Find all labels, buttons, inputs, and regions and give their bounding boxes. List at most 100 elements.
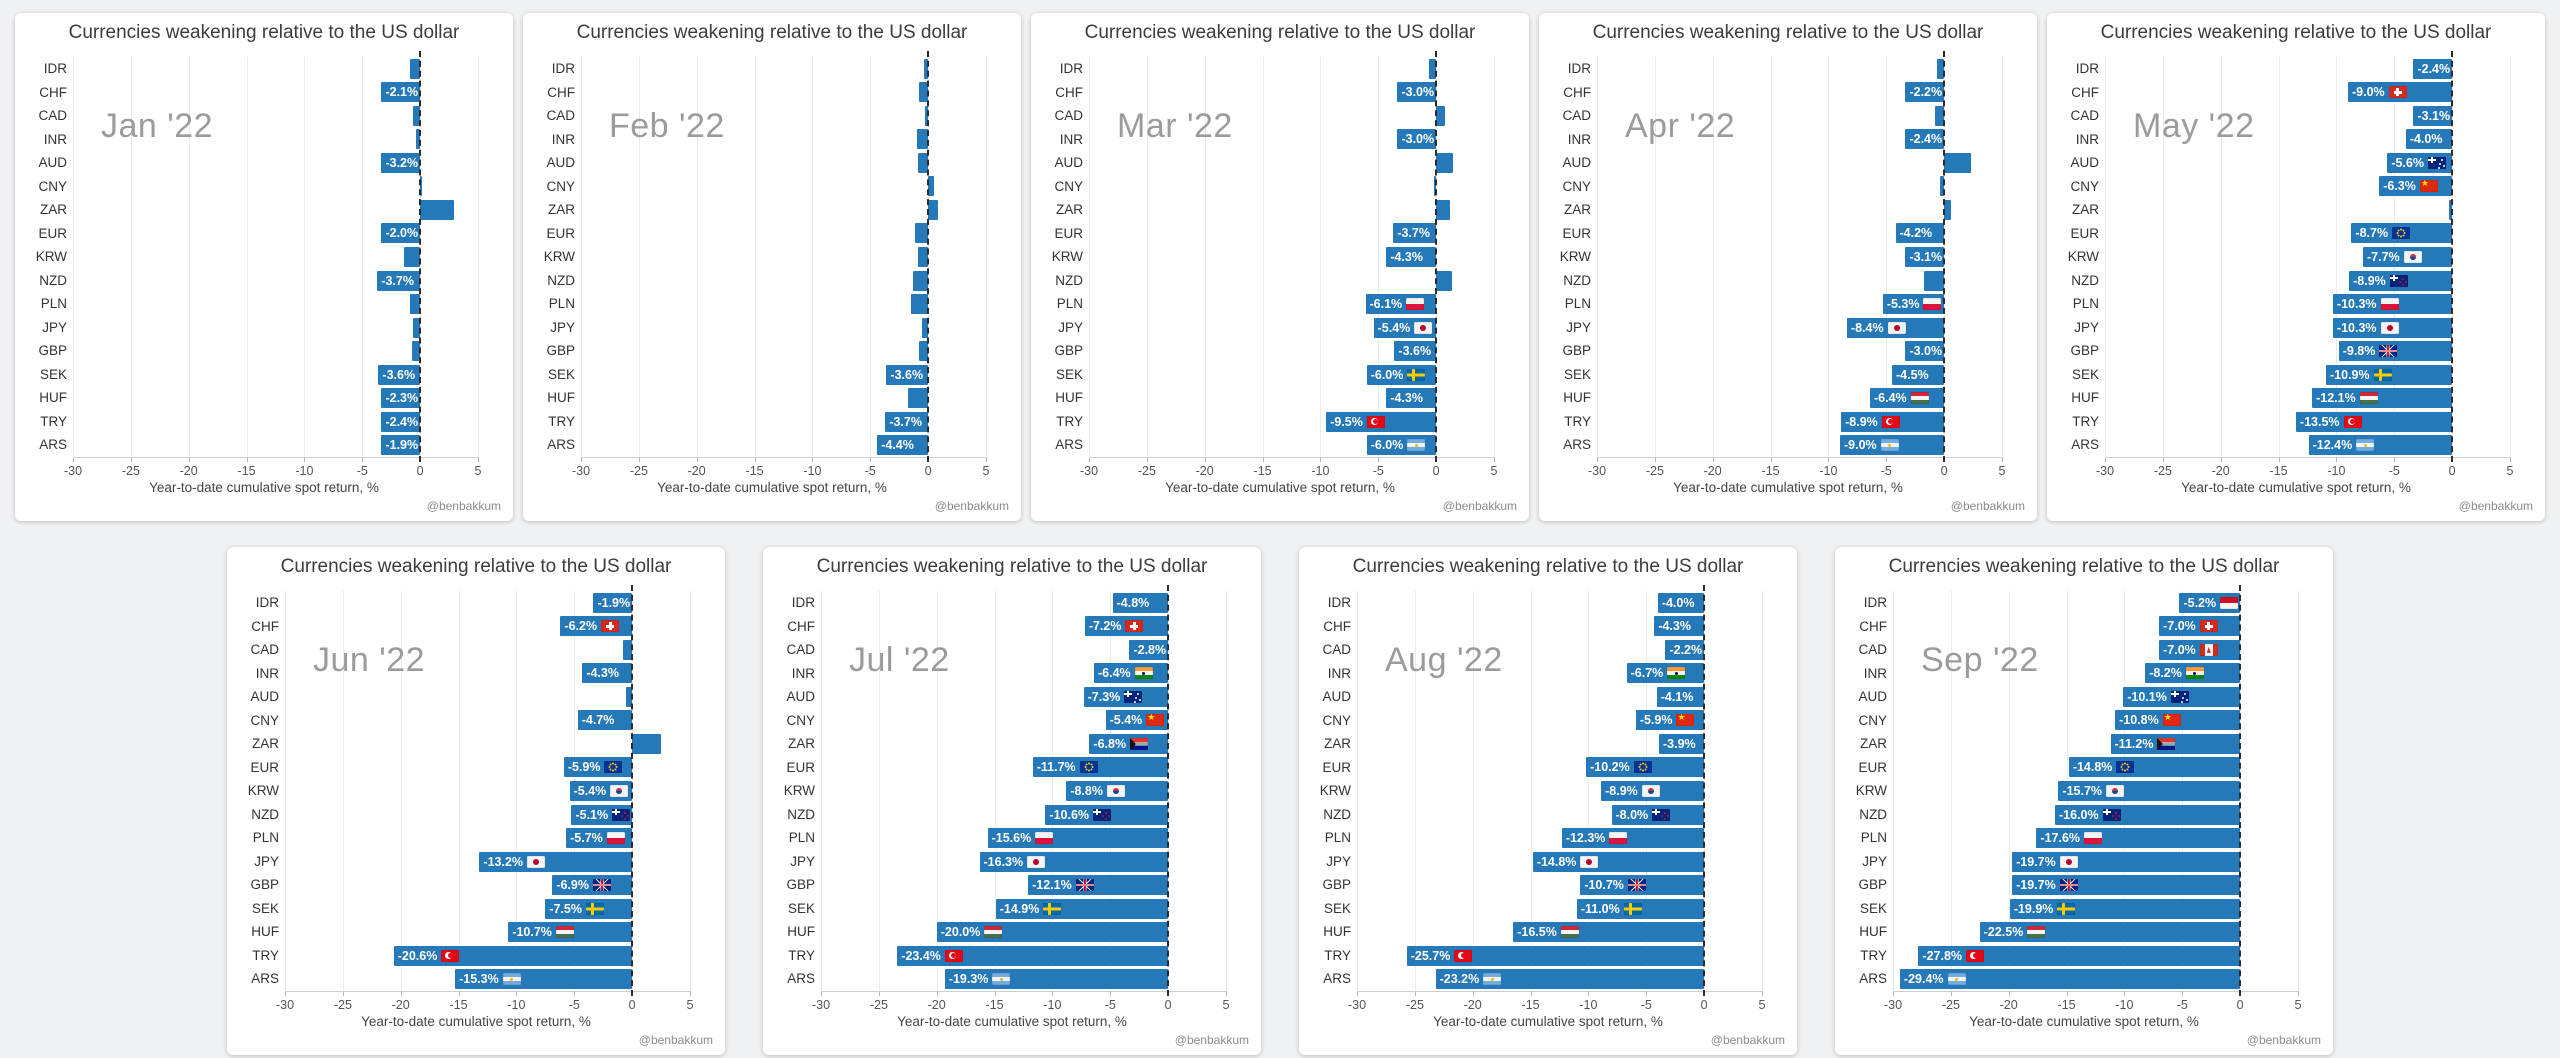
x-tick-label: 0 xyxy=(2236,998,2244,1012)
bar-value-label: -16.5% xyxy=(1517,925,1557,940)
axis-tick xyxy=(2510,457,2511,462)
axis-tick xyxy=(1146,457,1148,462)
y-axis-label-ars: ARS xyxy=(39,437,67,453)
x-axis-title: Year-to-date cumulative spot return, % xyxy=(1433,1014,1663,1029)
bar-eur: -4.2% xyxy=(1895,223,1945,244)
y-axis-label-cad: CAD xyxy=(1322,642,1351,658)
y-axis-label-cad: CAD xyxy=(1562,108,1591,124)
x-tick-label: -5 xyxy=(1104,998,1116,1012)
bar-value-label: -4.1% xyxy=(1660,689,1694,704)
bar-value-label: -10.3% xyxy=(2336,320,2377,335)
flag-jpy-icon xyxy=(1414,321,1433,334)
attribution: @benbakkum xyxy=(1174,1033,1249,1047)
bar-eur: -14.8% xyxy=(2068,757,2241,778)
flag-huf-icon xyxy=(2359,392,2378,405)
bar-try: -2.4% xyxy=(381,411,421,432)
flag-jpy-icon xyxy=(1580,855,1599,868)
gridline xyxy=(1226,591,1227,991)
gridline xyxy=(2008,591,2010,991)
flag-try-icon xyxy=(441,949,460,962)
month-label: Jul '22 xyxy=(849,641,950,679)
axis-tick xyxy=(2124,991,2126,996)
y-axis-label-huf: HUF xyxy=(1055,390,1083,406)
gridline xyxy=(1262,57,1264,457)
bar-cny: -6.3% xyxy=(2379,176,2453,197)
gridline xyxy=(342,591,344,991)
x-axis-line xyxy=(821,991,1226,992)
x-tick-label: -15 xyxy=(1521,998,1540,1012)
axis-tick xyxy=(1089,457,1090,462)
bar-chf: -4.3% xyxy=(1654,616,1705,637)
y-axis-label-ars: ARS xyxy=(1563,437,1591,453)
bar-ars: -19.3% xyxy=(944,969,1169,990)
bar-value-label: -12.1% xyxy=(1032,878,1072,893)
chart-card-sep-22: Currencies weakening relative to the US … xyxy=(1835,547,2333,1055)
bar-value-label: -5.4% xyxy=(1109,713,1143,728)
bar-gbp: -12.1% xyxy=(1028,875,1169,896)
axis-tick xyxy=(342,991,344,996)
x-tick-label: -20 xyxy=(1999,998,2018,1012)
bar-value-label: -5.9% xyxy=(1639,713,1673,728)
bar-value-label: -10.7% xyxy=(512,925,552,940)
bar-aud: -7.3% xyxy=(1083,686,1169,707)
gridline xyxy=(1712,57,1714,457)
y-axis-label-jpy: JPY xyxy=(790,853,815,869)
x-tick-label: -15 xyxy=(1761,464,1780,478)
bar-krw: -7.7% xyxy=(2363,247,2453,267)
bar-krw: -3.1% xyxy=(1905,247,1945,267)
axis-tick xyxy=(581,457,582,462)
axis-tick xyxy=(285,991,286,996)
y-axis-label-cad: CAD xyxy=(1858,642,1887,658)
flag-zar-icon xyxy=(2157,737,2176,750)
y-axis-label-pln: PLN xyxy=(1860,830,1887,846)
gridline xyxy=(516,591,518,991)
bar-value-label: -3.7% xyxy=(889,414,922,429)
y-axis-label-sek: SEK xyxy=(547,366,575,382)
flag-chf-icon xyxy=(2199,620,2218,633)
y-axis-label-krw: KRW xyxy=(1051,249,1083,265)
x-tick-label: -10 xyxy=(507,998,526,1012)
chart-card-may-22: Currencies weakening relative to the US … xyxy=(2047,13,2545,521)
y-axis-label-inr: INR xyxy=(1863,665,1887,681)
x-axis-title: Year-to-date cumulative spot return, % xyxy=(1969,1014,2199,1029)
x-tick-label: -10 xyxy=(1043,998,1062,1012)
gridline xyxy=(1320,57,1322,457)
y-axis-label-nzd: NZD xyxy=(1563,272,1591,288)
bar-value-label: -1.9% xyxy=(385,438,419,453)
x-tick-label: -5 xyxy=(356,464,368,478)
bar-value-label: -11.7% xyxy=(1036,760,1076,775)
bar-nzd: -8.9% xyxy=(2349,270,2453,291)
bar-cad xyxy=(924,105,929,126)
bar-inr: -3.0% xyxy=(1397,129,1437,150)
y-axis-label-chf: CHF xyxy=(2071,84,2099,100)
plot-area: IDR -4.8% CHF -7.2% CAD -2.8% INR -6.4% AUD -7.3%… xyxy=(763,585,1261,996)
plot-area: IDR -5.2% CHF -7.0% CAD -7.0% INR -8.2% AUD -10.1… xyxy=(1835,585,2333,996)
y-axis-label-krw: KRW xyxy=(1559,249,1591,265)
x-axis-title: Year-to-date cumulative spot return, % xyxy=(657,480,887,495)
x-tick-label: -25 xyxy=(629,464,648,478)
flag-krw-icon xyxy=(610,785,629,797)
y-axis-label-inr: INR xyxy=(1327,665,1351,681)
gridline xyxy=(1950,591,1952,991)
y-axis-label-gbp: GBP xyxy=(786,877,815,893)
bar-gbp: -6.9% xyxy=(552,875,633,896)
bar-value-label: -3.1% xyxy=(2417,108,2451,123)
bar-value-label: -14.8% xyxy=(2072,760,2113,775)
chart-title: Currencies weakening relative to the US … xyxy=(1084,22,1476,43)
y-axis-label-jpy: JPY xyxy=(1862,853,1887,869)
gridline xyxy=(2105,57,2106,457)
flag-huf-icon xyxy=(555,926,574,939)
x-tick-label: -15 xyxy=(745,464,764,478)
bar-value-label: -10.3% xyxy=(2336,297,2377,312)
flag-gbp-icon xyxy=(1075,879,1094,892)
y-axis-label-gbp: GBP xyxy=(1054,343,1083,359)
attribution: @benbakkum xyxy=(426,499,501,513)
bar-huf: -12.1% xyxy=(2312,388,2453,409)
flag-ars-icon xyxy=(1880,439,1899,452)
x-tick-label: 5 xyxy=(982,464,990,478)
flag-krw-icon xyxy=(2106,785,2125,797)
bar-eur: -10.2% xyxy=(1586,757,1705,778)
y-axis-label-cad: CAD xyxy=(250,642,279,658)
y-axis-label-aud: AUD xyxy=(38,155,67,171)
flag-huf-icon xyxy=(1560,926,1579,939)
